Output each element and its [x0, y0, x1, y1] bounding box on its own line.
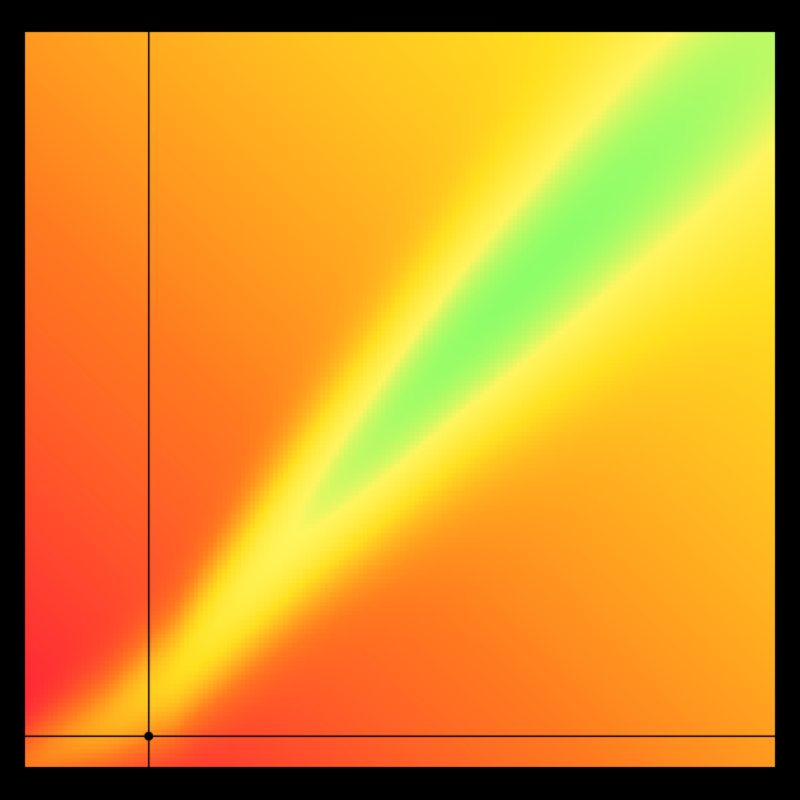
chart-root: TheBottleneck.com — [0, 0, 800, 800]
heatmap-canvas — [0, 0, 800, 800]
